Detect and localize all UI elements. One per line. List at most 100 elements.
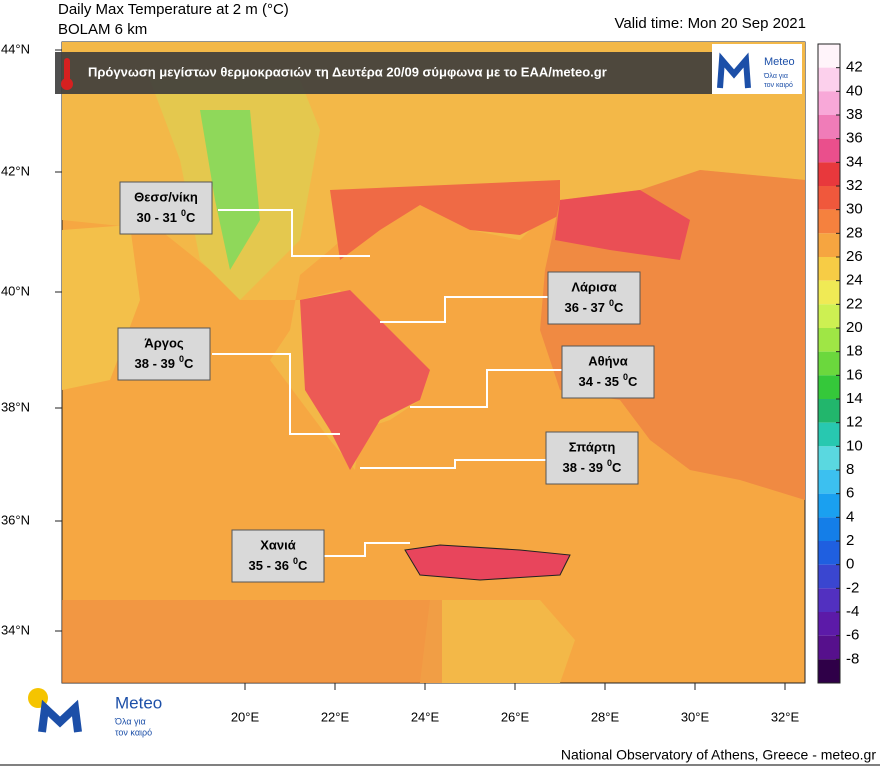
callout-unit: C (298, 558, 308, 573)
colorbar-label: 12 (846, 414, 863, 431)
callout-range: 36 - 37 (565, 300, 605, 315)
callout-box (231, 529, 325, 583)
title: Daily Max Temperature at 2 m (°C) (58, 1, 289, 18)
callout: Αθήνα 34 - 35 0C (561, 345, 655, 399)
callout-range: 34 - 35 (579, 374, 619, 389)
colorbar-bin (818, 612, 840, 636)
footer: National Observatory of Athens, Greece -… (561, 747, 876, 763)
logo-tagline: Όλα για (763, 73, 788, 80)
logo-tagline: τον καιρό (764, 81, 793, 89)
colorbar-bin (818, 138, 840, 163)
colorbar-label: 38 (846, 106, 863, 123)
lat-label: 42°N (1, 163, 30, 178)
bottom-logo: Meteo Όλα για τον καιρό (28, 688, 162, 737)
logo-tagline: τον καιρό (115, 727, 152, 737)
callout-degree: 0 (609, 298, 614, 308)
colorbar-label: -4 (846, 603, 859, 620)
colorbar-label: 22 (846, 295, 863, 312)
colorbar-bin (818, 257, 840, 281)
lon-label: 26°E (501, 709, 530, 724)
callout-name: Λάρισα (571, 279, 616, 294)
lat-label: 34°N (1, 622, 30, 637)
colorbar-label: 10 (846, 437, 863, 454)
colorbar-bin (818, 422, 840, 447)
valid-time: Valid time: Mon 20 Sep 2021 (614, 15, 806, 32)
colorbar-label: -6 (846, 627, 859, 644)
colorbar-label: 16 (846, 366, 863, 383)
lon-label: 30°E (681, 709, 710, 724)
colorbar-bin (818, 328, 840, 352)
callout: Άργος 38 - 39 0C (117, 327, 211, 381)
colorbar-bin (818, 351, 840, 376)
colorbar-label: 30 (846, 201, 863, 218)
callout-unit: C (186, 210, 196, 225)
callout-value: 38 - 39 0C (135, 354, 195, 371)
callout-value: 38 - 39 0C (563, 458, 623, 475)
colorbar-bin (818, 659, 840, 683)
lon-label: 20°E (231, 709, 260, 724)
colorbar-bin (818, 304, 840, 328)
colorbar-bin (818, 517, 840, 541)
logo-name: Meteo (764, 56, 795, 68)
callout-name: Σπάρτη (569, 439, 616, 454)
colorbar-label: -2 (846, 579, 859, 596)
callout: Λάρισα 36 - 37 0C (547, 271, 641, 325)
colorbar-bin (818, 399, 840, 423)
callout-box (545, 431, 639, 485)
callout-range: 38 - 39 (563, 460, 603, 475)
callout-box (561, 345, 655, 399)
callout-degree: 0 (623, 372, 628, 382)
callout-unit: C (628, 374, 638, 389)
colorbar-bin (818, 162, 840, 186)
callout-range: 30 - 31 (137, 210, 177, 225)
logo-name: Meteo (115, 693, 162, 712)
callout-degree: 0 (179, 354, 184, 364)
callout-degree: 0 (607, 458, 612, 468)
colorbar-label: 42 (846, 59, 863, 76)
banner: Πρόγνωση μεγίστων θερμοκρασιών τη Δευτέρ… (55, 44, 802, 94)
lon-label: 28°E (591, 709, 620, 724)
callout-box (117, 327, 211, 381)
callout-name: Θεσσ/νίκη (134, 189, 198, 204)
callout-box (119, 181, 213, 235)
colorbar-label: -8 (846, 650, 859, 667)
colorbar-bin (818, 541, 840, 565)
colorbar-label: 8 (846, 461, 854, 478)
colorbar-bin (818, 280, 840, 305)
colorbar-bin (818, 67, 840, 92)
callout-value: 30 - 31 0C (137, 208, 197, 225)
colorbar-bin (818, 635, 840, 660)
colorbar-bin (818, 186, 840, 210)
callout-unit: C (612, 460, 622, 475)
colorbar-label: 20 (846, 319, 863, 336)
colorbar-label: 26 (846, 248, 863, 265)
colorbar-bin (818, 375, 840, 399)
banner-text: Πρόγνωση μεγίστων θερμοκρασιών τη Δευτέρ… (88, 64, 607, 79)
colorbar-bin (818, 91, 840, 115)
colorbar-bin (818, 446, 840, 470)
callout-degree: 0 (181, 208, 186, 218)
colorbar-bin (818, 588, 840, 612)
callout-name: Χανιά (260, 537, 296, 552)
callout-range: 35 - 36 (249, 558, 289, 573)
leader-lines (212, 209, 562, 557)
callout-unit: C (614, 300, 624, 315)
logo-tagline: Όλα για (114, 716, 146, 726)
colorbar-bin (818, 44, 840, 68)
colorbar-bin (818, 233, 840, 257)
callout: Θεσσ/νίκη 30 - 31 0C (119, 181, 213, 235)
model: BOLAM 6 km (58, 21, 147, 38)
lon-label: 22°E (321, 709, 350, 724)
colorbar-label: 6 (846, 485, 854, 502)
map (61, 41, 806, 684)
colorbar-frame (817, 43, 841, 684)
colorbar-label: 24 (846, 272, 863, 289)
colorbar-label: 2 (846, 532, 854, 549)
callout: Χανιά 35 - 36 0C (231, 529, 325, 583)
lat-label: 38°N (1, 399, 30, 414)
colorbar-label: 36 (846, 130, 863, 147)
colorbar-label: 34 (846, 153, 863, 170)
lat-label: 36°N (1, 512, 30, 527)
callout-value: 36 - 37 0C (565, 298, 625, 315)
